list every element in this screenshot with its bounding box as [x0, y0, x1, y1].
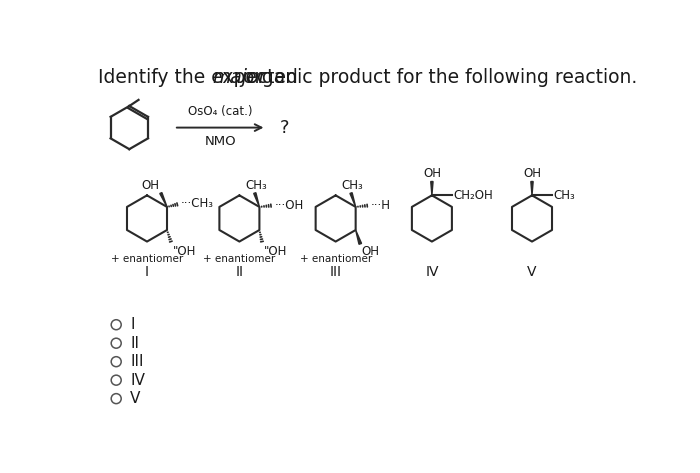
Polygon shape — [253, 193, 260, 207]
Text: organic product for the following reaction.: organic product for the following reacti… — [237, 68, 637, 87]
Text: + enantiomer: + enantiomer — [111, 254, 183, 264]
Text: + enantiomer: + enantiomer — [300, 254, 372, 264]
Text: NMO: NMO — [204, 135, 236, 149]
Text: OsO₄ (cat.): OsO₄ (cat.) — [188, 105, 253, 118]
Text: CH₃: CH₃ — [246, 178, 267, 192]
Polygon shape — [350, 193, 356, 207]
Polygon shape — [160, 193, 167, 207]
Text: III: III — [130, 354, 143, 369]
Text: "OH: "OH — [264, 245, 288, 258]
Text: V: V — [130, 391, 141, 406]
Text: ···H: ···H — [371, 199, 391, 212]
Text: CH₃: CH₃ — [554, 189, 575, 202]
Text: OH: OH — [141, 178, 160, 192]
Text: ···OH: ···OH — [275, 199, 304, 212]
Text: Identify the expected: Identify the expected — [99, 68, 304, 87]
Polygon shape — [430, 182, 433, 195]
Text: OH: OH — [523, 167, 541, 180]
Text: OH: OH — [362, 245, 380, 258]
Polygon shape — [531, 182, 533, 195]
Text: I: I — [130, 317, 134, 332]
Text: I: I — [145, 265, 149, 279]
Text: major: major — [212, 68, 267, 87]
Text: ?: ? — [280, 119, 290, 137]
Polygon shape — [356, 230, 362, 244]
Text: "OH: "OH — [173, 245, 197, 258]
Text: IV: IV — [425, 265, 439, 279]
Text: OH: OH — [423, 167, 441, 180]
Text: II: II — [130, 336, 139, 350]
Text: CH₂OH: CH₂OH — [454, 189, 494, 202]
Text: II: II — [235, 265, 244, 279]
Text: V: V — [527, 265, 537, 279]
Text: CH₃: CH₃ — [342, 178, 363, 192]
Text: III: III — [330, 265, 342, 279]
Text: ···CH₃: ···CH₃ — [181, 197, 214, 210]
Text: IV: IV — [130, 373, 145, 388]
Text: + enantiomer: + enantiomer — [203, 254, 276, 264]
